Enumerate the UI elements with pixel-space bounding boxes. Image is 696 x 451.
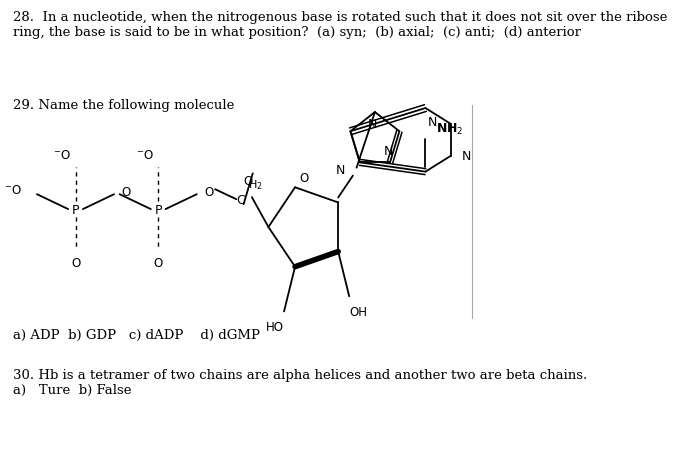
Text: O: O	[244, 175, 253, 187]
Text: O: O	[204, 185, 213, 198]
Text: a) ADP  b) GDP   c) dADP    d) dGMP: a) ADP b) GDP c) dADP d) dGMP	[13, 329, 260, 341]
Text: O: O	[154, 257, 163, 270]
Text: 28.  In a nucleotide, when the nitrogenous base is rotated such that it does not: 28. In a nucleotide, when the nitrogenou…	[13, 11, 667, 39]
Text: $^{-}$O: $^{-}$O	[136, 149, 154, 161]
Text: 30. Hb is a tetramer of two chains are alpha helices and another two are beta ch: 30. Hb is a tetramer of two chains are a…	[13, 368, 587, 396]
Text: HO: HO	[266, 320, 284, 333]
Text: O: O	[71, 257, 80, 270]
Text: O: O	[300, 171, 309, 184]
Text: O: O	[121, 185, 131, 198]
Text: $^{-}$O: $^{-}$O	[53, 149, 71, 161]
Text: P: P	[155, 203, 162, 216]
Text: $^{-}$O: $^{-}$O	[4, 183, 22, 196]
Text: N: N	[383, 145, 393, 157]
Text: 29. Name the following molecule: 29. Name the following molecule	[13, 99, 235, 111]
Text: H$_2$: H$_2$	[248, 178, 263, 192]
Text: N: N	[462, 150, 471, 163]
Text: NH$_2$: NH$_2$	[436, 122, 464, 137]
Text: N: N	[428, 116, 438, 129]
Text: P: P	[72, 203, 79, 216]
Text: N: N	[336, 164, 345, 177]
Text: N: N	[367, 118, 377, 131]
Text: OH: OH	[349, 305, 367, 318]
Text: C: C	[237, 193, 245, 206]
